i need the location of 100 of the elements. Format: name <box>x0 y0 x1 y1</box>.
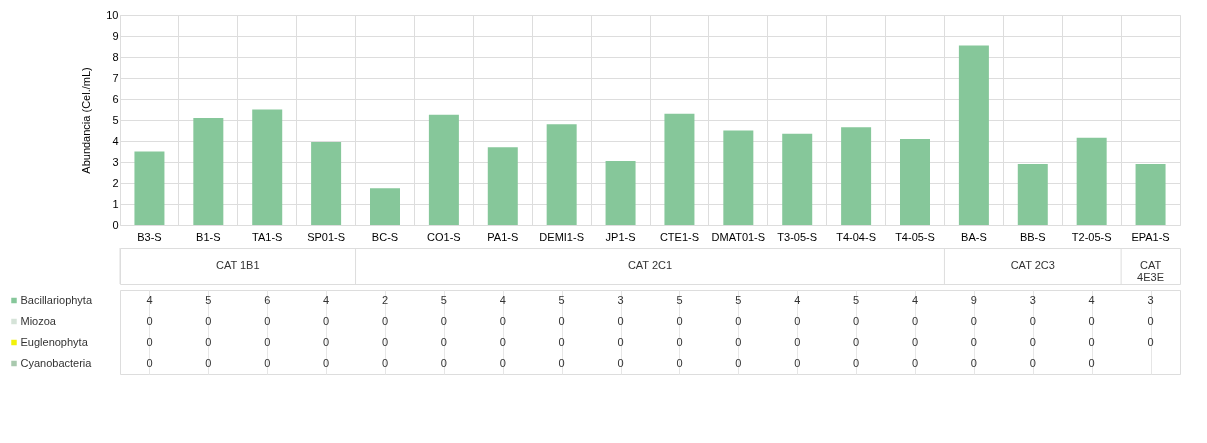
data-label: 0 <box>853 314 860 327</box>
legend-label: Cyanobacteria <box>20 357 93 369</box>
bar <box>546 124 577 225</box>
x-tick-label: DEMI1-S <box>539 230 584 243</box>
bar <box>958 45 989 225</box>
y-tick-label: 2 <box>112 176 119 189</box>
data-label: 0 <box>205 314 212 327</box>
y-tick-label: 7 <box>112 71 119 84</box>
y-tick-label: 9 <box>112 29 119 42</box>
data-label: 0 <box>676 335 683 348</box>
bar <box>605 160 636 225</box>
bar <box>1017 164 1048 225</box>
data-label: 0 <box>205 356 212 369</box>
data-label: 0 <box>1088 314 1095 327</box>
data-label: 0 <box>970 356 977 369</box>
x-tick-label: B1-S <box>196 230 221 243</box>
x-tick-label: PA1-S <box>487 230 519 243</box>
data-label: 0 <box>558 356 565 369</box>
data-label: 5 <box>676 293 683 306</box>
x-tick-label: T4-04-S <box>836 230 876 243</box>
data-label: 0 <box>970 335 977 348</box>
data-label: 0 <box>617 356 624 369</box>
data-label: 0 <box>794 335 801 348</box>
data-label: 0 <box>440 314 447 327</box>
bar <box>311 142 342 225</box>
data-label: 0 <box>323 335 330 348</box>
legend-label: Miozoa <box>20 315 57 327</box>
bar <box>664 113 695 225</box>
data-label: 0 <box>853 335 860 348</box>
data-label: 0 <box>794 314 801 327</box>
data-label: 4 <box>911 293 919 306</box>
bar <box>252 109 283 225</box>
x-tick-label: T2-05-S <box>1071 230 1112 243</box>
legend-label: Euglenophyta <box>20 336 89 348</box>
y-tick-label: 10 <box>106 8 119 21</box>
bar <box>841 127 872 225</box>
data-label: 5 <box>440 293 447 306</box>
x-tick-label: SP01-S <box>307 230 346 243</box>
x-tick-label: TA1-S <box>252 230 283 243</box>
bar <box>428 114 459 225</box>
data-label: 0 <box>264 314 271 327</box>
y-tick-label: 5 <box>112 113 119 126</box>
text: CAT 2C3 <box>1010 259 1055 271</box>
data-label: 5 <box>558 293 565 306</box>
data-label: 4 <box>146 293 153 306</box>
x-tick-label: DMAT01-S <box>711 230 766 243</box>
bar <box>134 151 165 225</box>
data-label: 0 <box>1029 356 1036 369</box>
data-label: 5 <box>735 293 742 306</box>
data-label: 2 <box>381 293 389 306</box>
data-label: 3 <box>617 293 624 306</box>
data-label: 0 <box>264 356 271 369</box>
text: CAT 4E3E <box>1137 259 1165 283</box>
data-label: 0 <box>499 314 506 327</box>
data-label: 0 <box>499 335 506 348</box>
x-tick-label: BC-S <box>371 230 399 243</box>
data-label: 0 <box>381 335 389 348</box>
bar <box>193 117 224 225</box>
data-label: 0 <box>558 314 565 327</box>
data-label: 4 <box>794 293 801 306</box>
x-tick-label: JP1-S <box>605 230 636 243</box>
y-tick-label: 4 <box>112 134 119 147</box>
bar <box>1076 137 1107 225</box>
data-label: 4 <box>499 293 506 306</box>
y-tick-label: 3 <box>112 155 119 168</box>
data-label: 0 <box>794 356 801 369</box>
x-tick-label: CTE1-S <box>659 230 700 243</box>
data-label: 5 <box>205 293 212 306</box>
bar <box>900 138 930 225</box>
data-label: 0 <box>911 314 919 327</box>
data-label: 0 <box>676 314 683 327</box>
x-tick-label: EPA1-S <box>1131 230 1170 243</box>
data-label: 0 <box>558 335 565 348</box>
x-tick-label: CO1-S <box>427 230 461 243</box>
bar <box>487 147 518 225</box>
bar <box>723 130 754 225</box>
data-label: 0 <box>617 335 624 348</box>
data-label: 5 <box>853 293 860 306</box>
y-axis-title: Abundancia (Cel./mL) <box>80 67 93 174</box>
data-label: 9 <box>970 293 977 306</box>
data-label: 0 <box>146 314 153 327</box>
data-label: 0 <box>1088 356 1095 369</box>
data-label: 0 <box>853 356 860 369</box>
data-label: 0 <box>911 335 919 348</box>
data-label: 3 <box>1029 293 1036 306</box>
data-label: 0 <box>735 356 742 369</box>
x-tick-label: B3-S <box>137 230 162 243</box>
data-label: 0 <box>1147 335 1154 348</box>
data-label: 6 <box>264 293 271 306</box>
bar <box>1135 164 1166 225</box>
x-tick-label: BA-S <box>961 230 987 243</box>
x-tick-label: T4-05-S <box>895 230 935 243</box>
data-label: 0 <box>735 335 742 348</box>
text: CAT 2C1 <box>627 259 673 271</box>
text: CAT 1B1 <box>215 259 260 271</box>
data-label: 0 <box>1147 314 1154 327</box>
data-label: 0 <box>1088 335 1095 348</box>
data-label: 0 <box>617 314 624 327</box>
data-label: 0 <box>676 356 683 369</box>
bar <box>782 133 813 225</box>
